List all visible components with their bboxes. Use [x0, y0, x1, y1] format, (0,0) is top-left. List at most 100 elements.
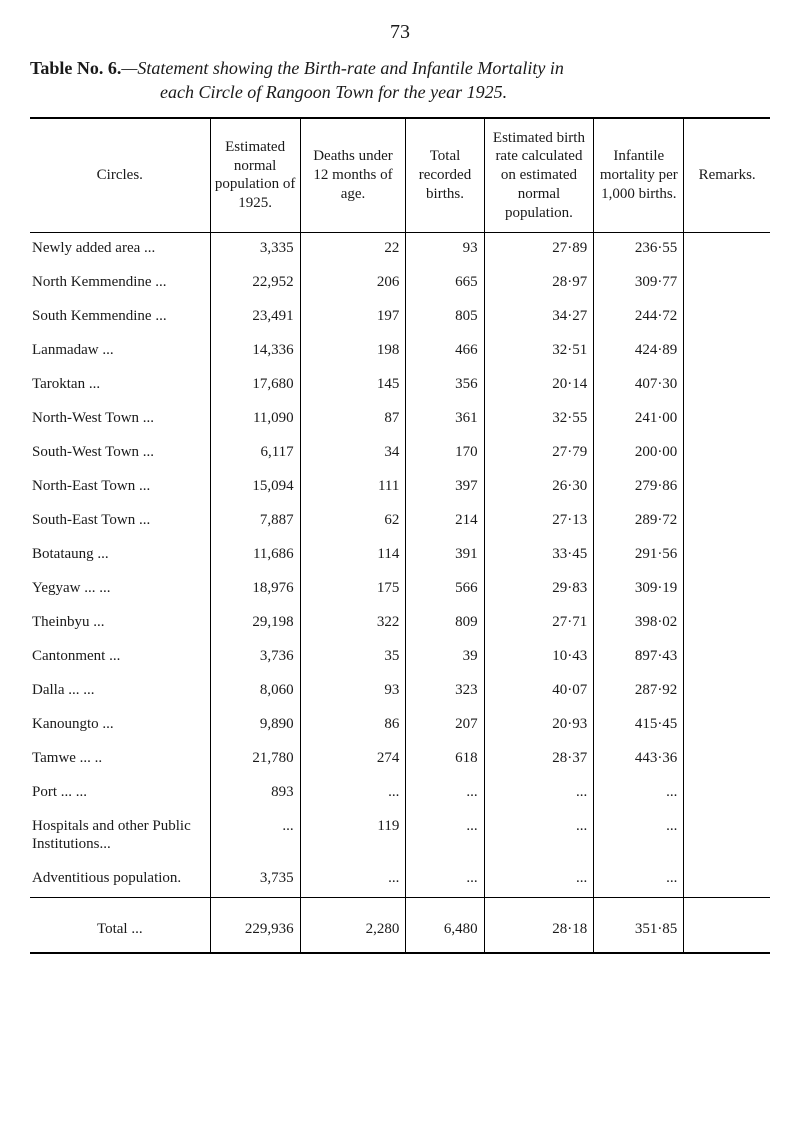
cell-label: Kanoungto ... — [30, 709, 210, 743]
cell-deaths: 111 — [300, 471, 406, 505]
cell-rate: 34·27 — [484, 301, 594, 335]
cell-label: Tamwe ... .. — [30, 743, 210, 777]
page-number: 73 — [30, 20, 770, 44]
cell-rem — [684, 675, 770, 709]
cell-rem — [684, 267, 770, 301]
cell-rate: 27·13 — [484, 505, 594, 539]
table-row: North-East Town ... 15,094 111 397 26·30… — [30, 471, 770, 505]
cell-rem — [684, 505, 770, 539]
cell-deaths: 274 — [300, 743, 406, 777]
cell-mort: 291·56 — [594, 539, 684, 573]
cell-rate: 26·30 — [484, 471, 594, 505]
cell-rate: 32·55 — [484, 403, 594, 437]
table-row: Taroktan ... 17,680 145 356 20·14 407·30 — [30, 369, 770, 403]
title-line-2: each Circle of Rangoon Town for the year… — [160, 82, 507, 102]
table-row: Total ... 229,936 2,280 6,480 28·18 351·… — [30, 898, 770, 953]
cell-births: ... — [406, 863, 484, 898]
cell-deaths: 145 — [300, 369, 406, 403]
cell-mort: 287·92 — [594, 675, 684, 709]
cell-pop: 3,335 — [210, 233, 300, 268]
cell-deaths: ... — [300, 863, 406, 898]
cell-deaths: 114 — [300, 539, 406, 573]
cell-pop: 893 — [210, 777, 300, 811]
cell-rem — [684, 573, 770, 607]
cell-pop: 15,094 — [210, 471, 300, 505]
cell-births: 566 — [406, 573, 484, 607]
cell-label: Theinbyu ... — [30, 607, 210, 641]
cell-mort: 897·43 — [594, 641, 684, 675]
cell-mort: 424·89 — [594, 335, 684, 369]
cell-rem — [684, 863, 770, 898]
cell-mort: 407·30 — [594, 369, 684, 403]
cell-pop: 11,686 — [210, 539, 300, 573]
cell-label: Total ... — [30, 898, 210, 953]
cell-mort: 244·72 — [594, 301, 684, 335]
cell-rate: 20·14 — [484, 369, 594, 403]
cell-rate: 28·37 — [484, 743, 594, 777]
cell-pop: 8,060 — [210, 675, 300, 709]
cell-deaths: 22 — [300, 233, 406, 268]
table-row: Port ... ... 893 ... ... ... ... — [30, 777, 770, 811]
cell-rem — [684, 539, 770, 573]
cell-births: 397 — [406, 471, 484, 505]
cell-rate: 29·83 — [484, 573, 594, 607]
cell-births: 93 — [406, 233, 484, 268]
cell-rem — [684, 777, 770, 811]
cell-mort: 279·86 — [594, 471, 684, 505]
cell-mort: 351·85 — [594, 898, 684, 953]
cell-label: Cantonment ... — [30, 641, 210, 675]
cell-rate: 27·71 — [484, 607, 594, 641]
cell-rem — [684, 301, 770, 335]
title-line-1: —Statement showing the Birth-rate and In… — [121, 58, 563, 78]
cell-label: North-West Town ... — [30, 403, 210, 437]
cell-rem — [684, 369, 770, 403]
cell-rem — [684, 437, 770, 471]
cell-rate: 10·43 — [484, 641, 594, 675]
bottom-rule — [30, 953, 770, 954]
col-deaths: Deaths under 12 months of age. — [300, 118, 406, 233]
cell-rem — [684, 335, 770, 369]
cell-label: South-West Town ... — [30, 437, 210, 471]
col-births: Total recorded births. — [406, 118, 484, 233]
cell-pop: ... — [210, 811, 300, 863]
table-row: South-East Town ... 7,887 62 214 27·13 2… — [30, 505, 770, 539]
col-remarks: Remarks. — [684, 118, 770, 233]
cell-deaths: 206 — [300, 267, 406, 301]
cell-births: 809 — [406, 607, 484, 641]
cell-label: Adventitious population. — [30, 863, 210, 898]
cell-label: South Kemmendine ... — [30, 301, 210, 335]
cell-births: ... — [406, 811, 484, 863]
cell-rate: 32·51 — [484, 335, 594, 369]
cell-rate: ... — [484, 811, 594, 863]
cell-rem — [684, 641, 770, 675]
cell-mort: 415·45 — [594, 709, 684, 743]
cell-births: 207 — [406, 709, 484, 743]
cell-births: 39 — [406, 641, 484, 675]
cell-rem — [684, 811, 770, 863]
table-row: Yegyaw ... ... 18,976 175 566 29·83 309·… — [30, 573, 770, 607]
cell-mort: ... — [594, 811, 684, 863]
cell-label: Newly added area ... — [30, 233, 210, 268]
cell-births: 665 — [406, 267, 484, 301]
cell-label: Yegyaw ... ... — [30, 573, 210, 607]
cell-label: Port ... ... — [30, 777, 210, 811]
cell-rate: 27·79 — [484, 437, 594, 471]
cell-births: 170 — [406, 437, 484, 471]
cell-pop: 18,976 — [210, 573, 300, 607]
cell-rem — [684, 233, 770, 268]
cell-pop: 11,090 — [210, 403, 300, 437]
cell-deaths: 175 — [300, 573, 406, 607]
cell-deaths: 35 — [300, 641, 406, 675]
cell-rate: 27·89 — [484, 233, 594, 268]
table-row: Dalla ... ... 8,060 93 323 40·07 287·92 — [30, 675, 770, 709]
cell-rate: 28·97 — [484, 267, 594, 301]
cell-deaths: 93 — [300, 675, 406, 709]
cell-pop: 22,952 — [210, 267, 300, 301]
cell-mort: 398·02 — [594, 607, 684, 641]
cell-label: North-East Town ... — [30, 471, 210, 505]
cell-label: Botataung ... — [30, 539, 210, 573]
table-row: Adventitious population. 3,735 ... ... .… — [30, 863, 770, 898]
cell-pop: 6,117 — [210, 437, 300, 471]
cell-label: South-East Town ... — [30, 505, 210, 539]
cell-mort: 309·77 — [594, 267, 684, 301]
